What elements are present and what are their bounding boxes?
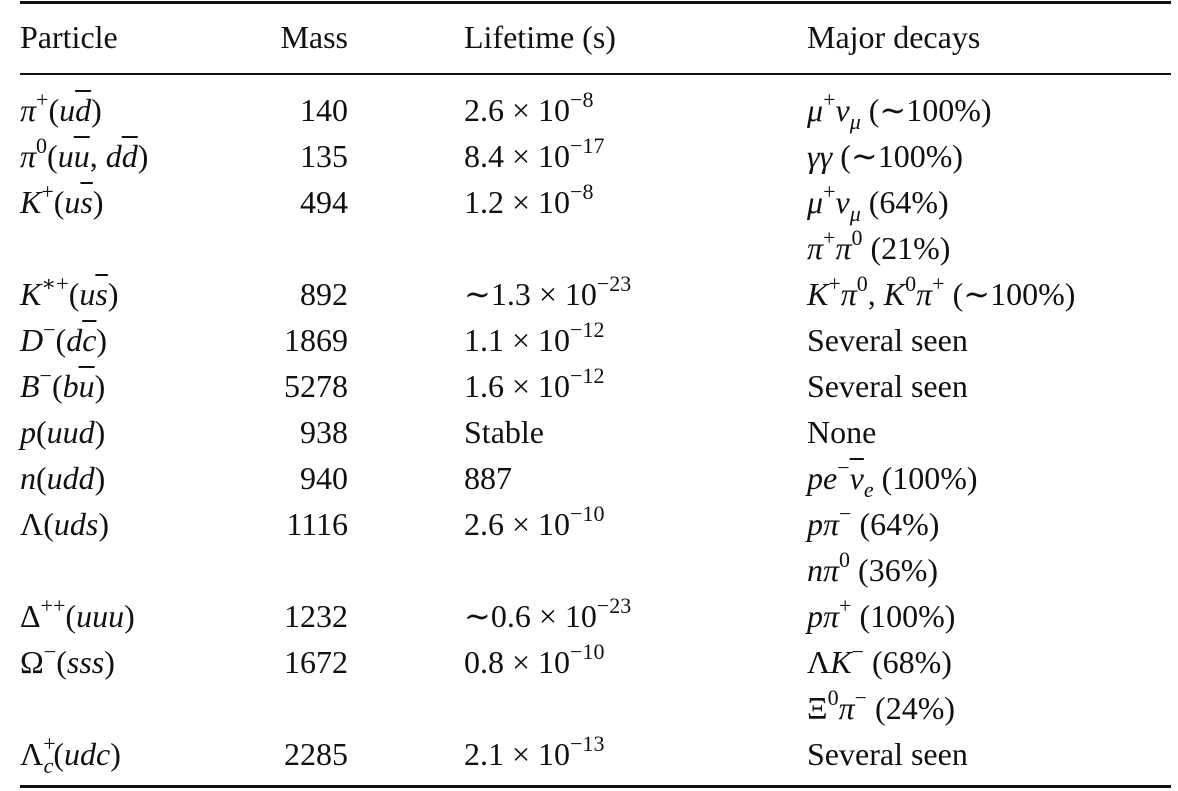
particle-cell: K+(us) xyxy=(20,179,104,221)
decay-cell: π+π0 (21%) xyxy=(807,225,951,267)
lifetime-cell: 8.4 × 10−17 xyxy=(464,133,605,175)
lifetime-cell: 0.8 × 10−10 xyxy=(464,639,605,681)
particle-cell: Λ(uds) xyxy=(20,506,109,542)
table-header-rule xyxy=(20,73,1171,75)
decay-cell: pe−νe (100%) xyxy=(807,455,978,502)
particle-cell: Λ+c(udc) xyxy=(20,731,121,778)
table-row: Λ+c(udc) 2285 2.1 × 10−13 Several seen xyxy=(0,731,1178,777)
table-header-row: Particle Mass Lifetime (s) Major decays xyxy=(0,14,1178,60)
decay-cell: μ+νμ (∼100%) xyxy=(807,87,992,134)
table-top-rule xyxy=(20,1,1171,4)
particle-cell: π+(ud) xyxy=(20,87,102,129)
header-particle: Particle xyxy=(20,19,118,55)
lifetime-cell: 2.1 × 10−13 xyxy=(464,731,605,773)
particle-cell: p(uud) xyxy=(20,414,106,450)
particle-cell: Δ++(uuu) xyxy=(20,593,135,635)
mass-cell: 940 xyxy=(300,460,348,496)
mass-cell: 494 xyxy=(300,184,348,220)
lifetime-cell: 2.6 × 10−10 xyxy=(464,501,605,543)
table-row: B−(bu) 5278 1.6 × 10−12 Several seen xyxy=(0,363,1178,409)
lifetime-cell: 1.6 × 10−12 xyxy=(464,363,605,405)
mass-cell: 2285 xyxy=(284,736,348,772)
header-mass: Mass xyxy=(280,19,348,55)
decay-cell: μ+νμ (64%) xyxy=(807,179,949,226)
header-decays: Major decays xyxy=(807,19,981,55)
particle-cell: n(udd) xyxy=(20,460,106,496)
table-row: Λ(uds) 1116 2.6 × 10−10 pπ− (64%) xyxy=(0,501,1178,547)
table-row-continuation: π+π0 (21%) xyxy=(0,225,1178,271)
decay-cell: pπ− (64%) xyxy=(807,501,940,543)
lifetime-cell: ∼0.6 × 10−23 xyxy=(464,593,632,635)
decay-cell: Several seen xyxy=(807,368,968,404)
particle-cell: B−(bu) xyxy=(20,363,106,405)
table-row: p(uud) 938 Stable None xyxy=(0,409,1178,455)
decay-cell: K+π0, K0π+ (∼100%) xyxy=(807,271,1076,313)
decay-cell: None xyxy=(807,414,877,450)
decay-cell: ΛK− (68%) xyxy=(807,639,952,681)
mass-cell: 140 xyxy=(300,92,348,128)
decay-cell: pπ+ (100%) xyxy=(807,593,956,635)
lifetime-cell: 887 xyxy=(464,460,512,496)
particle-cell: D−(dc) xyxy=(20,317,108,359)
particle-cell: K∗+(us) xyxy=(20,271,119,313)
table-row: K∗+(us) 892 ∼1.3 × 10−23 K+π0, K0π+ (∼10… xyxy=(0,271,1178,317)
lifetime-cell: 2.6 × 10−8 xyxy=(464,87,594,129)
table-row-continuation: Ξ0π− (24%) xyxy=(0,685,1178,731)
mass-cell: 5278 xyxy=(284,368,348,404)
lifetime-cell: ∼1.3 × 10−23 xyxy=(464,271,632,313)
mass-cell: 1232 xyxy=(284,598,348,634)
decay-cell: Several seen xyxy=(807,736,968,772)
mass-cell: 938 xyxy=(300,414,348,450)
particle-cell: Ω−(sss) xyxy=(20,639,115,681)
decay-cell: Ξ0π− (24%) xyxy=(807,685,955,727)
mass-cell: 135 xyxy=(300,138,348,174)
mass-cell: 1869 xyxy=(284,322,348,358)
table-row: π0(uu, dd) 135 8.4 × 10−17 γγ (∼100%) xyxy=(0,133,1178,179)
mass-cell: 892 xyxy=(300,276,348,312)
table-row: π+(ud) 140 2.6 × 10−8 μ+νμ (∼100%) xyxy=(0,87,1178,133)
lifetime-cell: 1.1 × 10−12 xyxy=(464,317,605,359)
table-row: n(udd) 940 887 pe−νe (100%) xyxy=(0,455,1178,501)
table-row: Ω−(sss) 1672 0.8 × 10−10 ΛK− (68%) xyxy=(0,639,1178,685)
decay-cell: γγ (∼100%) xyxy=(807,138,963,174)
table-row: Δ++(uuu) 1232 ∼0.6 × 10−23 pπ+ (100%) xyxy=(0,593,1178,639)
table-row: K+(us) 494 1.2 × 10−8 μ+νμ (64%) xyxy=(0,179,1178,225)
header-lifetime: Lifetime (s) xyxy=(464,19,616,55)
lifetime-cell: 1.2 × 10−8 xyxy=(464,179,594,221)
table-row-continuation: nπ0 (36%) xyxy=(0,547,1178,593)
table-row: D−(dc) 1869 1.1 × 10−12 Several seen xyxy=(0,317,1178,363)
mass-cell: 1672 xyxy=(284,644,348,680)
table-bottom-rule xyxy=(20,785,1171,788)
lifetime-cell: Stable xyxy=(464,414,544,450)
particle-cell: π0(uu, dd) xyxy=(20,133,149,175)
mass-cell: 1116 xyxy=(286,506,348,542)
decay-cell: nπ0 (36%) xyxy=(807,547,938,589)
decay-cell: Several seen xyxy=(807,322,968,358)
